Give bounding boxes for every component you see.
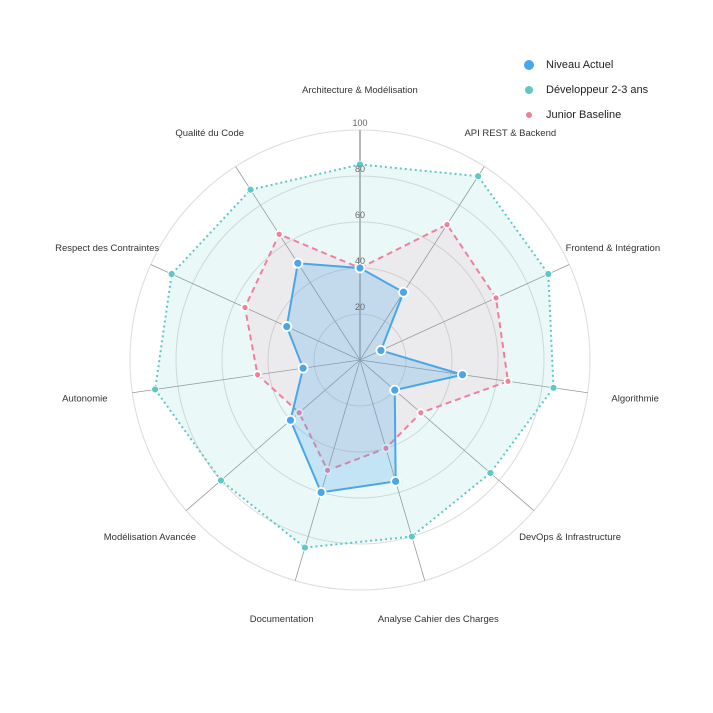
data-point (474, 172, 483, 181)
data-point (281, 321, 293, 332)
axis-label: Modélisation Avancée (104, 532, 196, 543)
axis-line (359, 359, 535, 511)
tick-label: 60 (355, 210, 365, 220)
axis-line (150, 264, 361, 361)
legend-label: Développeur 2-3 ans (546, 83, 649, 96)
axis-line (359, 359, 426, 581)
data-point (354, 262, 366, 274)
radar-axis-labels: Architecture & Modélisation API REST & Ba… (55, 85, 660, 625)
data-point (407, 532, 416, 541)
radar-series (151, 160, 558, 552)
data-point (390, 475, 402, 487)
axis-label: API REST & Backend (464, 128, 556, 139)
data-point (398, 286, 409, 298)
data-point (356, 160, 364, 169)
data-point (151, 385, 160, 394)
axis-label: Frontend & Intégration (566, 243, 661, 254)
axis-label: Architecture & Modélisation (302, 85, 418, 96)
data-point (253, 370, 262, 380)
axis-line (359, 166, 485, 361)
axis-line (359, 264, 570, 361)
legend-item-junior-baseline[interactable]: Junior Baseline (524, 102, 648, 127)
data-point (457, 369, 468, 381)
legend-item-niveau-actuel[interactable]: Niveau Actuel (524, 52, 648, 77)
series-area (154, 163, 555, 549)
data-point (246, 185, 255, 194)
legend: Niveau Actuel Développeur 2-3 ans Junior… (524, 52, 648, 127)
legend-dot-icon (524, 59, 534, 70)
data-point (442, 220, 452, 229)
data-point (301, 543, 309, 552)
data-point (297, 362, 309, 374)
legend-item-developpeur[interactable]: Développeur 2-3 ans (524, 77, 648, 102)
data-point (389, 384, 401, 396)
axis-label: Algorithmie (611, 393, 659, 404)
radar-tick-labels: 20 40 60 80 100 (352, 118, 367, 312)
data-point (416, 408, 426, 418)
data-point (549, 383, 558, 392)
tick-label: 100 (352, 118, 367, 128)
legend-dot-icon (525, 85, 533, 94)
data-point (315, 487, 327, 498)
data-point (217, 476, 225, 485)
axis-label: Autonomie (62, 393, 107, 404)
axis-label: DevOps & Infrastructure (519, 532, 621, 543)
tick-label: 20 (355, 302, 365, 312)
axis-line (132, 359, 361, 394)
data-point (294, 408, 304, 418)
axis-label: Analyse Cahier des Charges (378, 614, 499, 625)
data-point (167, 270, 176, 278)
data-point (285, 414, 296, 426)
series-area (285, 262, 464, 494)
axis-label: Documentation (250, 614, 314, 625)
legend-dot-icon (526, 111, 532, 118)
axis-label: Respect des Contraintes (55, 243, 159, 254)
tick-label: 80 (355, 164, 365, 174)
axis-label: Qualité du Code (175, 128, 244, 139)
legend-label: Niveau Actuel (546, 58, 614, 71)
axis-line (185, 359, 361, 511)
data-point (292, 257, 304, 269)
data-point (375, 345, 387, 356)
tick-label: 40 (355, 256, 365, 266)
data-point (486, 469, 495, 477)
data-point (491, 293, 501, 303)
data-point (503, 376, 513, 386)
data-point (381, 443, 391, 453)
data-point (323, 465, 333, 475)
data-point (240, 303, 250, 312)
data-point (274, 229, 284, 239)
legend-label: Junior Baseline (546, 108, 622, 121)
data-point (544, 270, 553, 278)
